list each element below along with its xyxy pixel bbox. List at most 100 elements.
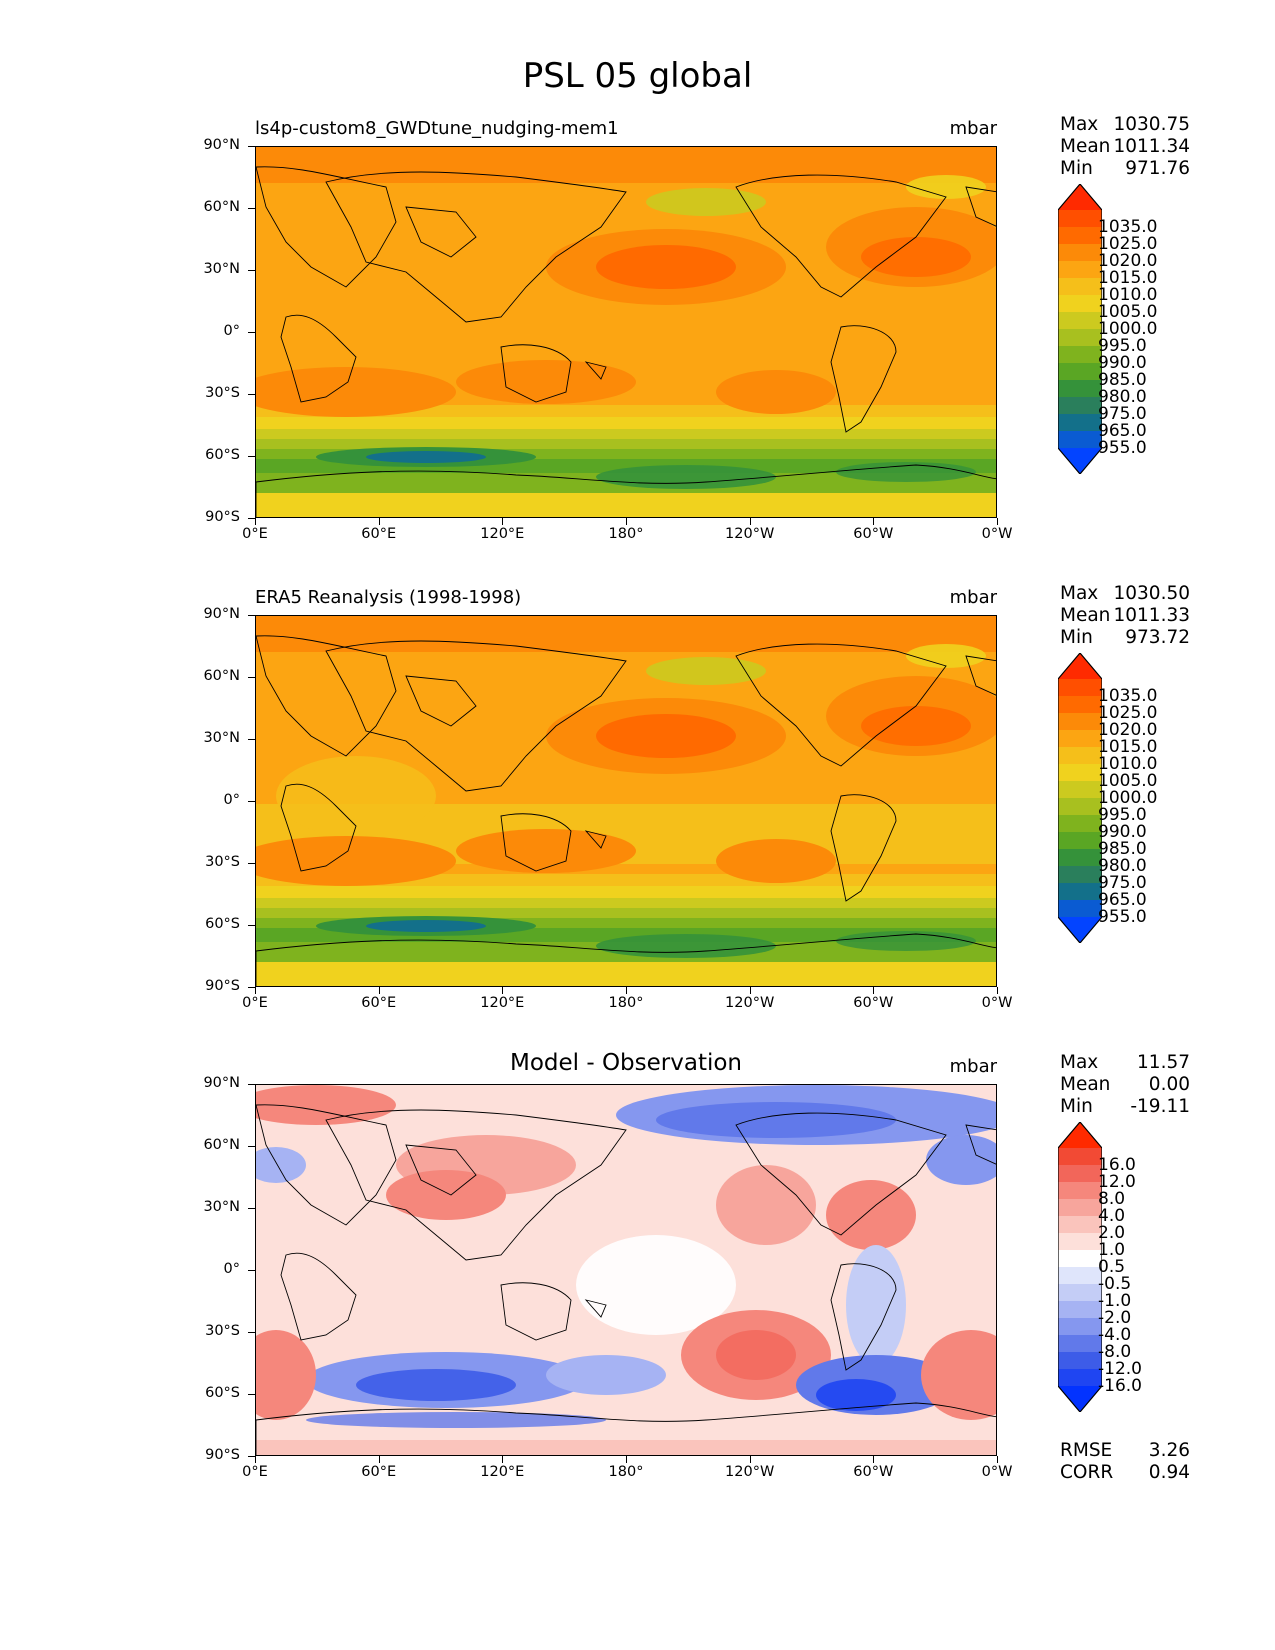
- stat-value: 0.00: [1148, 1074, 1190, 1095]
- stat-label: Min: [1060, 627, 1093, 648]
- colorbar-segment: [1058, 1267, 1102, 1285]
- colorbar-label: 980.0: [1098, 387, 1147, 407]
- colorbar-segment: [1058, 781, 1102, 799]
- colorbar-label: -8.0: [1098, 1342, 1132, 1362]
- panel-title: ls4p-custom8_GWDtune_nudging-mem1: [255, 118, 619, 139]
- colorbar-label: 985.0: [1098, 370, 1147, 390]
- coastline: [830, 1263, 897, 1371]
- colorbar-segment: [1058, 1301, 1102, 1319]
- y-tick-label: 0°: [223, 323, 240, 339]
- stats-box: Max 1030.75 Mean 1011.34 Min 971.76: [1060, 114, 1190, 180]
- x-tick-label: 180°: [608, 1464, 644, 1480]
- colorbar: [1057, 1121, 1103, 1413]
- y-tick: [248, 677, 255, 679]
- map-field: [256, 1085, 996, 1455]
- x-tick: [626, 518, 628, 525]
- x-tick: [255, 1456, 257, 1463]
- colorbar-segment: [1058, 346, 1102, 364]
- y-tick: [248, 615, 255, 617]
- colorbar-segment: [1058, 1182, 1102, 1200]
- stat-label: Mean: [1060, 136, 1111, 157]
- colorbar-label: 1025.0: [1098, 703, 1158, 723]
- x-tick: [997, 987, 999, 994]
- y-tick-label: 30°S: [205, 385, 240, 401]
- x-tick-label: 180°: [608, 995, 644, 1011]
- x-tick: [502, 987, 504, 994]
- panel-title: Model - Observation: [509, 1050, 743, 1076]
- y-tick-label: 90°N: [203, 1075, 240, 1091]
- x-tick: [749, 1456, 751, 1463]
- coastline: [256, 635, 397, 757]
- y-tick-label: 60°S: [205, 1385, 240, 1401]
- stat-row: Min 971.76: [1060, 158, 1190, 180]
- colorbar-segment: [1058, 832, 1102, 850]
- x-tick-label: 60°W: [853, 995, 894, 1011]
- stat-row: Min -19.11: [1060, 1096, 1190, 1118]
- colorbar-label: 1015.0: [1098, 268, 1158, 288]
- colorbar-segment: [1058, 380, 1102, 398]
- colorbar-label: 995.0: [1098, 336, 1147, 356]
- colorbar-segment: [1058, 713, 1102, 731]
- stat-row: Max 1030.50: [1060, 583, 1190, 605]
- coastline: [405, 675, 477, 727]
- colorbar-swatches: [1057, 1121, 1103, 1413]
- colorbar-label: 990.0: [1098, 353, 1147, 373]
- y-tick: [248, 456, 255, 458]
- colorbar-segment: [1058, 1369, 1102, 1387]
- x-tick-label: 60°W: [853, 526, 894, 542]
- stat-label: Min: [1060, 1096, 1093, 1117]
- coastline: [256, 1402, 996, 1455]
- difference-panel: Model - Observation mbar 90°N 60°N 30°N 0° 3…: [0, 1050, 1275, 1516]
- coastline: [405, 206, 477, 258]
- x-tick: [378, 518, 380, 525]
- y-tick-label: 90°S: [205, 509, 240, 525]
- x-tick-label: 60°W: [853, 1464, 894, 1480]
- x-tick-label: 0°E: [242, 1464, 268, 1480]
- y-tick: [248, 1208, 255, 1210]
- map-field: [256, 616, 996, 986]
- y-tick-label: 30°N: [203, 261, 240, 277]
- colorbar-label: 990.0: [1098, 822, 1147, 842]
- colorbar-label: 1010.0: [1098, 285, 1158, 305]
- stat-label: RMSE: [1060, 1440, 1113, 1461]
- coastline: [256, 166, 397, 288]
- colorbar-segment: [1058, 798, 1102, 816]
- colorbar-label: -0.5: [1098, 1274, 1132, 1294]
- y-tick: [248, 270, 255, 272]
- x-tick-label: 120°E: [480, 995, 525, 1011]
- model-map: [255, 146, 997, 518]
- coastline: [584, 361, 607, 380]
- colorbar-label: 1020.0: [1098, 251, 1158, 271]
- x-tick-label: 0°E: [242, 995, 268, 1011]
- stat-row: CORR 0.94: [1060, 1462, 1190, 1484]
- coastline: [280, 783, 357, 872]
- colorbar-segment: [1058, 679, 1102, 697]
- x-tick: [378, 1456, 380, 1463]
- colorbar-label: 1010.0: [1098, 754, 1158, 774]
- y-tick: [248, 208, 255, 210]
- colorbar-swatches: [1057, 652, 1103, 944]
- colorbar-label: -16.0: [1098, 1376, 1142, 1396]
- observation-panel: ERA5 Reanalysis (1998-1998) mbar 90°N 60°…: [0, 583, 1275, 1047]
- colorbar-segment: [1058, 1352, 1102, 1370]
- y-tick-label: 90°N: [203, 137, 240, 153]
- x-tick: [873, 518, 875, 525]
- colorbar-segment: [1058, 295, 1102, 313]
- y-tick-label: 0°: [223, 792, 240, 808]
- colorbar-segment: [1058, 747, 1102, 765]
- colorbar-label: -12.0: [1098, 1359, 1142, 1379]
- stat-value: 3.26: [1148, 1440, 1190, 1461]
- coastline: [584, 830, 607, 849]
- x-tick: [749, 987, 751, 994]
- stat-label: Max: [1060, 114, 1099, 135]
- y-tick: [248, 518, 255, 520]
- stat-label: CORR: [1060, 1462, 1114, 1483]
- coastline: [735, 174, 947, 298]
- y-tick-label: 90°S: [205, 1447, 240, 1463]
- units-label: mbar: [949, 118, 997, 139]
- stat-value: 11.57: [1137, 1052, 1190, 1073]
- stat-label: Mean: [1060, 1074, 1111, 1095]
- colorbar-segment: [1058, 261, 1102, 279]
- x-tick-label: 120°W: [725, 526, 775, 542]
- x-tick: [873, 987, 875, 994]
